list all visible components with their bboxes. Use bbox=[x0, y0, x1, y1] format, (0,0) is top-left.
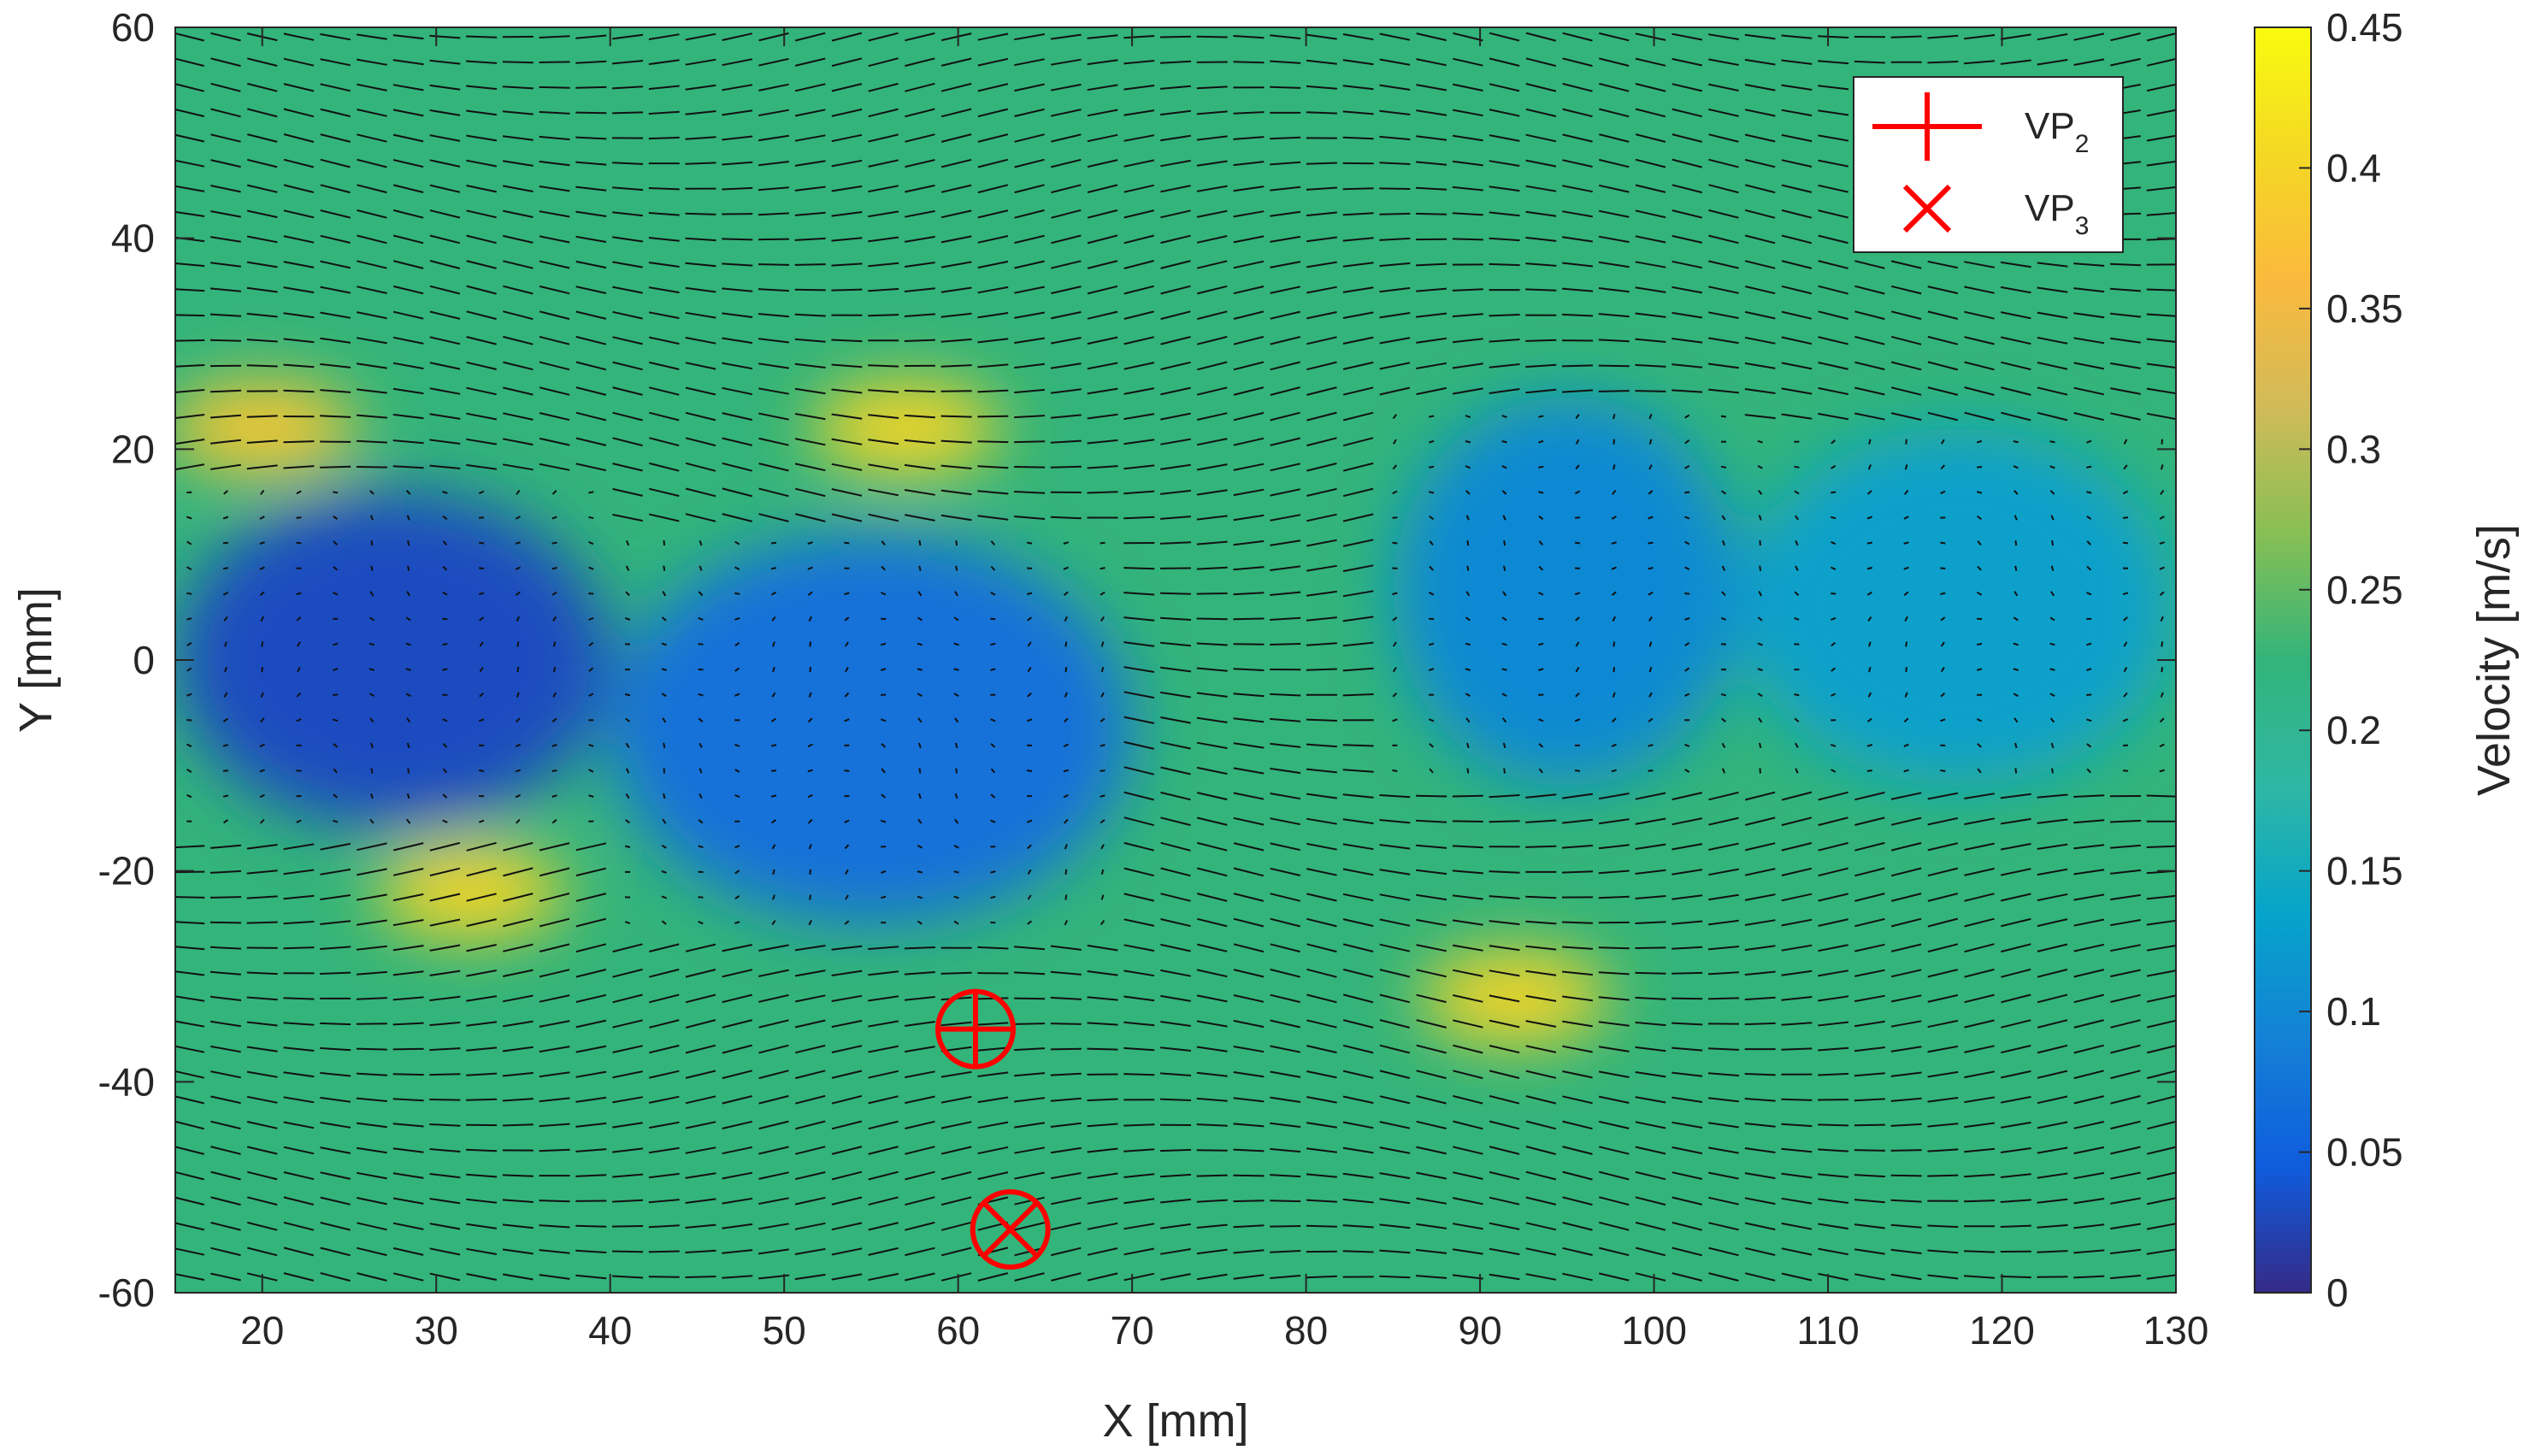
legend: VP2 VP3 bbox=[1853, 76, 2124, 253]
high-velocity-region-0 bbox=[376, 845, 565, 940]
x-tick-label-120: 120 bbox=[1969, 1308, 2035, 1353]
y-tick-label-20: 20 bbox=[111, 427, 155, 471]
marker-vp2-plus-icon bbox=[935, 988, 1016, 1070]
colorbar-tick-label-0.15: 0.15 bbox=[2326, 849, 2403, 893]
colorbar-tick-label-0.25: 0.25 bbox=[2326, 568, 2403, 612]
low-velocity-region-1 bbox=[610, 533, 1133, 924]
y-tick-label-60: 60 bbox=[111, 5, 155, 50]
x-tick-label-70: 70 bbox=[1111, 1308, 1154, 1353]
legend-entry-vp3: VP3 bbox=[2025, 187, 2089, 240]
marker-vp3-x-icon bbox=[970, 1189, 1051, 1270]
y-tick-label--20: -20 bbox=[98, 849, 155, 893]
low-velocity-region-2 bbox=[1393, 396, 1742, 787]
colorbar-tick-label-0: 0 bbox=[2326, 1270, 2349, 1315]
colorbar-label: Velocity [m/s] bbox=[2468, 524, 2520, 796]
x-axis-label: X [mm] bbox=[1103, 1395, 1249, 1447]
high-velocity-region-3 bbox=[175, 380, 357, 475]
colorbar-tick-label-0.3: 0.3 bbox=[2326, 427, 2381, 471]
colorbar-ticks: 0 0.05 0.1 0.15 0.2 0.25 0.3 0.35 0.4 0.45 bbox=[2299, 5, 2403, 1315]
colorbar-tick-label-0.05: 0.05 bbox=[2326, 1130, 2403, 1175]
x-tick-label-130: 130 bbox=[2143, 1308, 2209, 1353]
x-tick-label-60: 60 bbox=[936, 1308, 980, 1353]
colorbar-gradient bbox=[2254, 27, 2312, 1294]
legend-box bbox=[1853, 76, 2124, 253]
measurement-point-markers bbox=[935, 988, 1051, 1270]
colorbar-tick-label-0.45: 0.45 bbox=[2326, 5, 2403, 50]
colorbar-tick-label-0.1: 0.1 bbox=[2326, 989, 2381, 1034]
velocity-plot-area: 20 30 40 50 60 70 80 90 100 110 120 130 60 40 20 0 -20 -… bbox=[98, 5, 2209, 1353]
x-tick-label-90: 90 bbox=[1459, 1308, 1502, 1353]
velocity-vectors bbox=[175, 32, 2176, 1282]
legend-vp3-x-icon bbox=[1902, 184, 1952, 233]
x-tick-label-80: 80 bbox=[1284, 1308, 1328, 1353]
x-axis-ticks: 20 30 40 50 60 70 80 90 100 110 120 130 bbox=[240, 27, 2208, 1353]
y-tick-label-0: 0 bbox=[133, 638, 155, 682]
x-tick-label-30: 30 bbox=[415, 1308, 458, 1353]
velocity-vector-arrows bbox=[175, 32, 2176, 1282]
colorbar: 0 0.05 0.1 0.15 0.2 0.25 0.3 0.35 0.4 0.45 Veloci… bbox=[2254, 5, 2520, 1315]
low-velocity-region-3 bbox=[1741, 427, 2176, 787]
x-tick-label-100: 100 bbox=[1621, 1308, 1687, 1353]
x-tick-label-20: 20 bbox=[240, 1308, 284, 1353]
colorbar-tick-label-0.2: 0.2 bbox=[2326, 708, 2381, 752]
colorbar-tick-label-0.35: 0.35 bbox=[2326, 286, 2403, 331]
x-tick-label-50: 50 bbox=[763, 1308, 806, 1353]
legend-entry-vp2: VP2 bbox=[2025, 105, 2089, 158]
x-tick-label-40: 40 bbox=[588, 1308, 632, 1353]
x-tick-label-110: 110 bbox=[1796, 1308, 1859, 1353]
y-axis-label: Y [mm] bbox=[10, 587, 62, 733]
y-tick-label-40: 40 bbox=[111, 216, 155, 261]
high-velocity-region-1 bbox=[811, 380, 1000, 475]
low-velocity-region-0 bbox=[175, 491, 610, 829]
high-velocity-region-2 bbox=[1420, 950, 1609, 1045]
y-axis-ticks: 60 40 20 0 -20 -40 -60 bbox=[98, 5, 2176, 1315]
legend-vp2-plus-icon bbox=[1872, 92, 1982, 161]
y-tick-label--60: -60 bbox=[98, 1270, 155, 1315]
y-tick-label--40: -40 bbox=[98, 1059, 155, 1104]
colorbar-tick-label-0.4: 0.4 bbox=[2326, 145, 2381, 190]
